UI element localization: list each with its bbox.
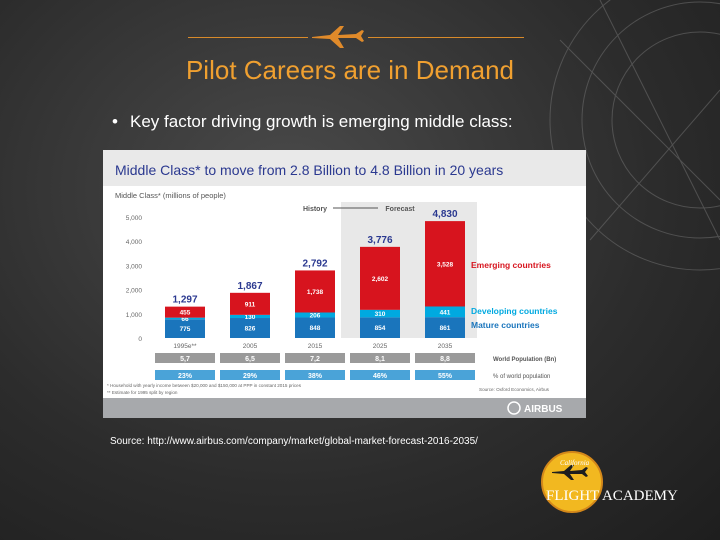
legend-entry: Emerging countries bbox=[471, 260, 551, 270]
chart-title-band bbox=[103, 150, 586, 186]
share-value: 38% bbox=[308, 373, 323, 380]
chart-source-note: Source: Oxford Economics, Airbus bbox=[479, 387, 550, 392]
forecast-label: Forecast bbox=[385, 206, 415, 213]
share-cell bbox=[285, 370, 345, 380]
flight-academy-logo: California FLIGHT ACADEMY bbox=[541, 451, 678, 513]
source-citation: Source: http://www.airbus.com/company/ma… bbox=[110, 436, 478, 447]
share-cell bbox=[350, 370, 410, 380]
chart-title: Middle Class* to move from 2.8 Billion t… bbox=[115, 162, 503, 178]
bar-value-label: 775 bbox=[180, 326, 191, 333]
share-cell bbox=[220, 370, 280, 380]
bullet-marker: • bbox=[112, 112, 118, 131]
bar-total-label: 3,776 bbox=[367, 235, 392, 246]
population-value: 7,2 bbox=[310, 356, 320, 363]
bar-total-label: 2,792 bbox=[302, 258, 327, 269]
y-tick-label: 5,000 bbox=[126, 215, 143, 222]
bar-total-label: 1,867 bbox=[237, 281, 262, 292]
logo-sun-badge bbox=[542, 452, 602, 512]
y-tick-label: 4,000 bbox=[126, 239, 143, 246]
population-value: 8,8 bbox=[440, 356, 450, 363]
share-value: 46% bbox=[373, 373, 388, 380]
share-cell bbox=[155, 370, 215, 380]
x-tick-label: 2025 bbox=[373, 343, 388, 350]
footnote: ** Estimate for 1995 split by region bbox=[107, 390, 178, 395]
population-cell bbox=[350, 353, 410, 363]
bar-segment bbox=[425, 221, 465, 307]
y-tick-label: 1,000 bbox=[126, 312, 143, 319]
logo-wordmark: FLIGHT ACADEMY bbox=[546, 488, 678, 504]
y-tick-label: 0 bbox=[138, 336, 142, 343]
bar-value-label: 66 bbox=[181, 316, 189, 323]
bar-segment bbox=[295, 317, 335, 338]
share-cell bbox=[415, 370, 475, 380]
bar-value-label: 848 bbox=[310, 325, 321, 332]
bar-value-label: 206 bbox=[310, 312, 321, 319]
bar-value-label: 3,528 bbox=[437, 261, 454, 268]
airbus-logo-icon bbox=[507, 401, 521, 415]
brand-band bbox=[103, 398, 586, 418]
bar-total-label: 4,830 bbox=[432, 209, 457, 220]
bar-segment bbox=[425, 306, 465, 318]
logo-script-text: California bbox=[560, 459, 590, 467]
x-tick-label: 2015 bbox=[308, 343, 323, 350]
history-label: History bbox=[303, 206, 327, 213]
bar-value-label: 455 bbox=[180, 310, 191, 317]
chart-ylabel: Middle Class* (millions of people) bbox=[115, 191, 226, 200]
population-cell bbox=[285, 353, 345, 363]
share-value: 55% bbox=[438, 373, 453, 380]
population-row-label: World Population (Bn) bbox=[493, 357, 556, 363]
legend-entry: Developing countries bbox=[471, 306, 558, 316]
population-value: 5,7 bbox=[180, 356, 190, 363]
bar-segment bbox=[230, 292, 270, 315]
population-value: 6,5 bbox=[245, 356, 255, 363]
bar-value-label: 854 bbox=[375, 325, 386, 332]
logo-plane-icon bbox=[552, 465, 588, 480]
x-tick-label: 2035 bbox=[438, 343, 453, 350]
population-cell bbox=[415, 353, 475, 363]
population-value: 8,1 bbox=[375, 356, 385, 363]
bar-value-label: 911 bbox=[245, 301, 256, 308]
bullet-text: Key factor driving growth is emerging mi… bbox=[130, 112, 513, 131]
title-rule-left bbox=[188, 37, 308, 38]
bar-value-label: 826 bbox=[245, 326, 256, 333]
bar-segment bbox=[295, 270, 335, 313]
airplane-icon bbox=[312, 26, 364, 48]
bar-value-label: 130 bbox=[245, 314, 256, 321]
y-tick-label: 3,000 bbox=[126, 263, 143, 270]
bar-segment bbox=[165, 306, 205, 318]
bar-segment bbox=[230, 314, 270, 319]
bar-segment bbox=[165, 317, 205, 320]
bar-segment bbox=[360, 309, 400, 318]
share-value: 23% bbox=[178, 373, 193, 380]
share-value: 29% bbox=[243, 373, 258, 380]
bar-value-label: 310 bbox=[375, 311, 386, 318]
slide-title: Pilot Careers are in Demand bbox=[185, 55, 515, 85]
population-cell bbox=[220, 353, 280, 363]
bar-segment bbox=[425, 317, 465, 338]
legend-entry: Mature countries bbox=[471, 320, 540, 330]
bar-segment bbox=[295, 312, 335, 318]
bar-value-label: 861 bbox=[440, 325, 451, 332]
bar-value-label: 441 bbox=[440, 309, 451, 316]
bar-segment bbox=[165, 319, 205, 338]
bullet-point: • Key factor driving growth is emerging m… bbox=[112, 112, 513, 132]
bar-value-label: 1,738 bbox=[307, 289, 324, 296]
bar-segment bbox=[360, 246, 400, 310]
x-tick-label: 1995e** bbox=[173, 343, 197, 350]
footnote: * Household with yearly income between $… bbox=[107, 383, 302, 388]
middle-class-chart: Middle Class* to move from 2.8 Billion t… bbox=[103, 150, 586, 418]
x-tick-label: 2005 bbox=[243, 343, 258, 350]
population-cell bbox=[155, 353, 215, 363]
airbus-wordmark: AIRBUS bbox=[524, 404, 563, 415]
bar-segment bbox=[360, 317, 400, 338]
title-rule-right bbox=[368, 37, 524, 38]
y-tick-label: 2,000 bbox=[126, 288, 143, 295]
share-row-label: % of world population bbox=[493, 374, 550, 380]
bar-value-label: 2,602 bbox=[372, 276, 389, 283]
bar-total-label: 1,297 bbox=[172, 295, 197, 306]
bar-segment bbox=[230, 318, 270, 338]
